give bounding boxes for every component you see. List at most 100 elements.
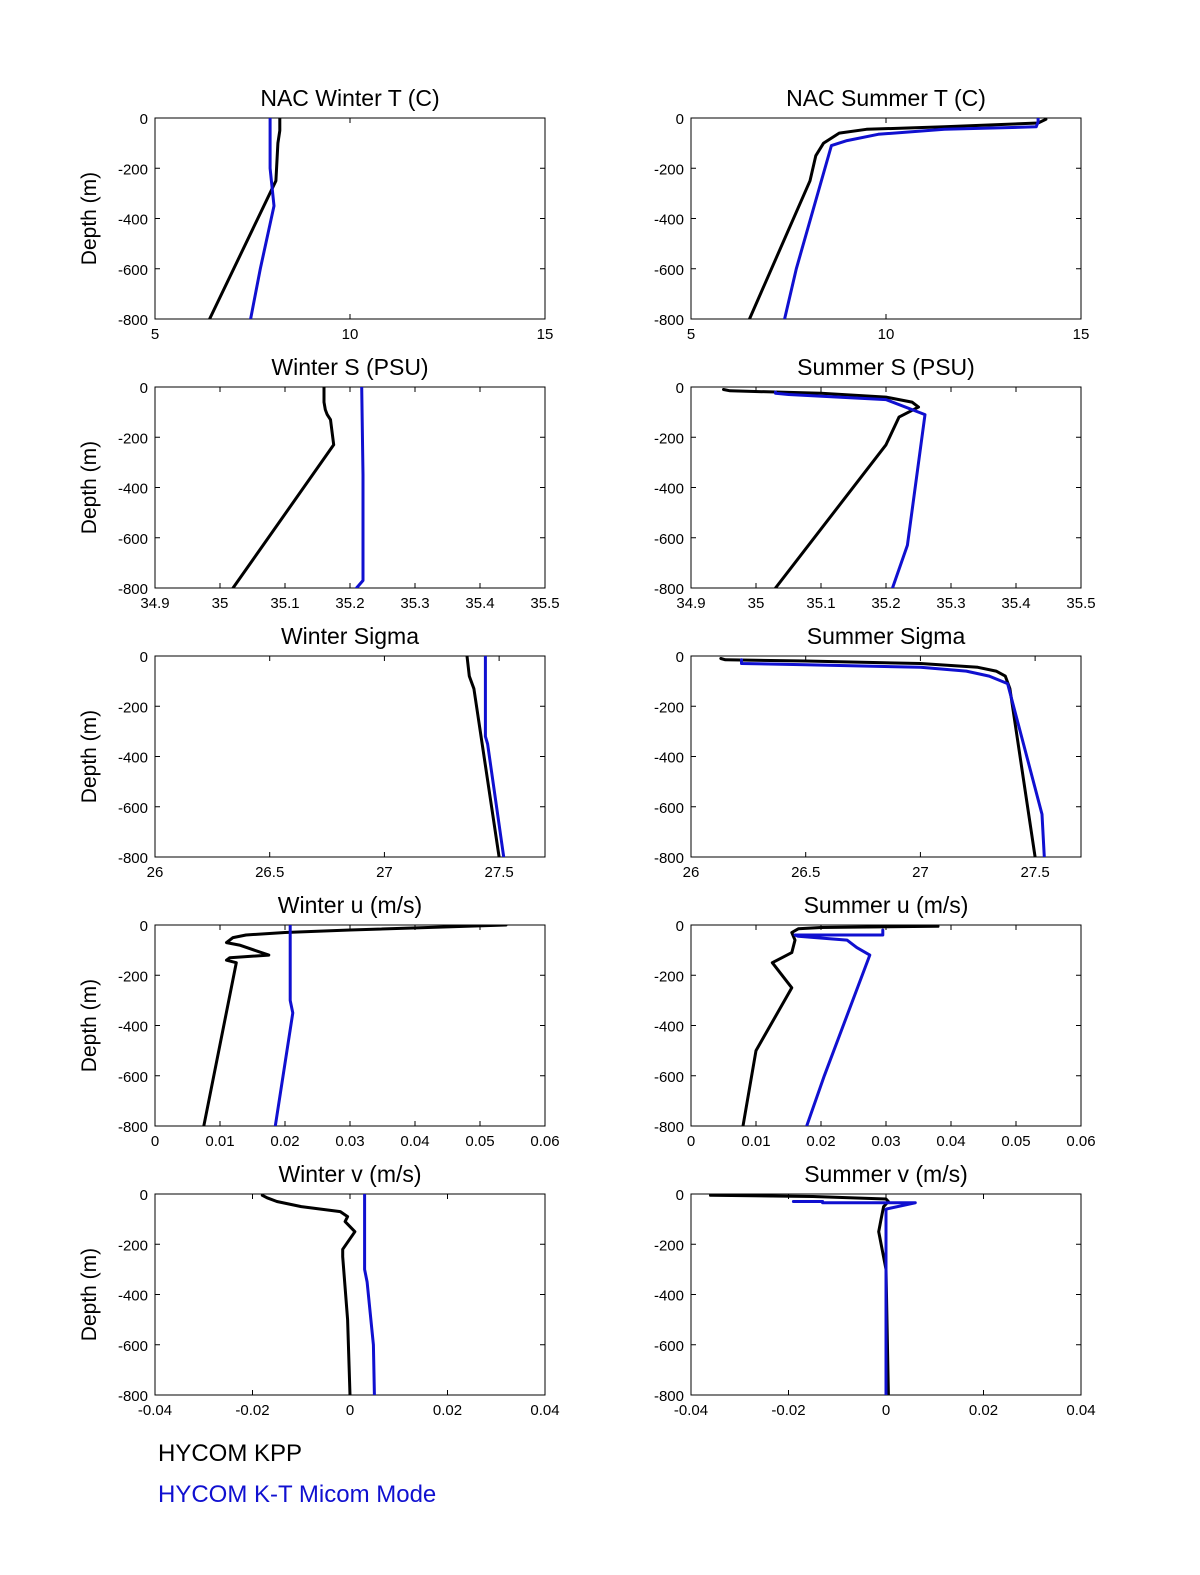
x-tick-label: 10 — [878, 326, 895, 343]
y-tick-label: -400 — [118, 1019, 148, 1036]
y-tick-label: -200 — [654, 699, 684, 716]
subplot-title: NAC Summer T (C) — [786, 85, 986, 111]
y-tick-label: -200 — [118, 699, 148, 716]
x-tick-label: 0.05 — [1001, 1133, 1030, 1150]
y-tick-label: 0 — [676, 649, 684, 666]
y-tick-label: 0 — [140, 918, 148, 935]
y-tick-label: -400 — [654, 1019, 684, 1036]
subplot-6: Summer Sigma 26 26.5 27 27.5 0 -200 -400 -600 -80… — [654, 623, 1082, 881]
x-tick-label: 26.5 — [255, 864, 284, 881]
x-tick-label: 10 — [342, 326, 359, 343]
y-tick-label: -200 — [654, 968, 684, 985]
plot-frame — [690, 117, 1082, 320]
x-tick-label: 35.4 — [1001, 595, 1030, 612]
x-tick-label: 0.04 — [936, 1133, 965, 1150]
x-tick-label: 5 — [687, 326, 695, 343]
x-tick-label: 0.03 — [335, 1133, 364, 1150]
x-tick-label: 35.2 — [335, 595, 364, 612]
x-tick-label: 35.2 — [871, 595, 900, 612]
x-tick-label: 27.5 — [1021, 864, 1050, 881]
subplot-1: NAC Winter T (C) 5 10 15 0 -200 -400 -600 -800 De… — [78, 85, 553, 343]
subplot-3: Winter S (PSU) 34.9 35 35.1 35.2 35.3 35.4 35.5… — [78, 354, 560, 612]
x-tick-label: 35.5 — [1066, 595, 1095, 612]
series-hycom-kpp — [741, 925, 940, 1126]
y-tick-label: -800 — [118, 581, 148, 598]
y-tick-label: -600 — [118, 1338, 148, 1355]
y-axis-label: Depth (m) — [78, 172, 101, 265]
y-tick-label: -200 — [654, 161, 684, 178]
series-hycom-kpp — [722, 388, 920, 588]
legend-hycom-kpp: HYCOM KPP — [158, 1440, 303, 1467]
x-tick-label: 0 — [687, 1133, 695, 1150]
x-tick-label: 35.1 — [806, 595, 835, 612]
subplot-7: Winter u (m/s) 0 0.01 0.02 0.03 0.04 0.05 0.06 0… — [78, 892, 560, 1150]
x-tick-label: -0.02 — [771, 1402, 805, 1419]
y-tick-label: 0 — [676, 111, 684, 128]
y-tick-label: -600 — [654, 531, 684, 548]
y-tick-label: 0 — [676, 918, 684, 935]
x-tick-label: -0.02 — [235, 1402, 269, 1419]
plot-frame — [690, 386, 1082, 589]
series-hycom-kt-micom — [355, 387, 365, 588]
x-tick-label: 35.3 — [936, 595, 965, 612]
plot-frame — [154, 386, 546, 589]
y-tick-label: -200 — [118, 968, 148, 985]
y-tick-label: -600 — [118, 531, 148, 548]
x-tick-label: 0.01 — [741, 1133, 770, 1150]
series-hycom-kpp — [231, 387, 336, 588]
subplot-title: Winter S (PSU) — [271, 354, 428, 380]
series-hycom-kpp — [748, 118, 1048, 319]
x-tick-label: 15 — [537, 326, 554, 343]
x-tick-label: 0 — [882, 1402, 890, 1419]
x-tick-label: 0.06 — [530, 1133, 559, 1150]
subplot-8: Summer u (m/s) 0 0.01 0.02 0.03 0.04 0.05 0.06 0… — [654, 892, 1096, 1150]
subplot-2: NAC Summer T (C) 5 10 15 0 -200 -400 -600 -800 — [654, 85, 1089, 343]
subplot-title: Summer S (PSU) — [797, 354, 975, 380]
subplot-9: Winter v (m/s) -0.04 -0.02 0 0.02 0.04 0 -200 -4… — [78, 1161, 560, 1419]
x-tick-label: 5 — [151, 326, 159, 343]
x-tick-label: 35 — [212, 595, 229, 612]
series-hycom-kpp — [208, 118, 282, 319]
x-tick-label: 0.02 — [806, 1133, 835, 1150]
x-tick-label: 0 — [346, 1402, 354, 1419]
x-tick-label: -0.04 — [674, 1402, 708, 1419]
y-tick-label: -200 — [118, 161, 148, 178]
y-tick-label: -600 — [654, 1069, 684, 1086]
x-tick-label: 0.04 — [400, 1133, 429, 1150]
series-hycom-kt-micom — [483, 656, 506, 857]
y-tick-label: -400 — [654, 750, 684, 767]
x-tick-label: 0.04 — [530, 1402, 559, 1419]
series-hycom-kt-micom — [783, 118, 1040, 319]
series-hycom-kpp — [465, 656, 501, 857]
series-hycom-kpp — [709, 1194, 890, 1395]
subplot-5: Winter Sigma 26 26.5 27 27.5 0 -200 -400 -600 -80… — [78, 623, 546, 881]
y-tick-label: -600 — [118, 1069, 148, 1086]
y-tick-label: 0 — [140, 380, 148, 397]
subplot-4: Summer S (PSU) 34.9 35 35.1 35.2 35.3 35.4 35.5… — [654, 354, 1096, 612]
y-tick-label: -400 — [654, 481, 684, 498]
subplot-title: Summer Sigma — [807, 623, 966, 649]
y-tick-label: -400 — [118, 750, 148, 767]
y-tick-label: 0 — [140, 649, 148, 666]
subplot-title: Winter u (m/s) — [278, 892, 422, 918]
y-tick-label: -800 — [654, 581, 684, 598]
y-tick-label: 0 — [676, 1187, 684, 1204]
y-axis-label: Depth (m) — [78, 441, 101, 534]
y-tick-label: -600 — [118, 262, 148, 279]
plot-frame — [154, 117, 546, 320]
y-tick-label: -200 — [654, 1237, 684, 1254]
subplot-title: Winter Sigma — [281, 623, 419, 649]
series-hycom-kt-micom — [793, 928, 885, 1126]
x-tick-label: -0.04 — [138, 1402, 172, 1419]
x-tick-label: 0.02 — [969, 1402, 998, 1419]
y-tick-label: -800 — [118, 1119, 148, 1136]
x-tick-label: 35.1 — [270, 595, 299, 612]
y-tick-label: 0 — [140, 111, 148, 128]
x-tick-label: 0.02 — [433, 1402, 462, 1419]
series-hycom-kt-micom — [791, 1200, 917, 1395]
series-hycom-kt-micom — [249, 118, 276, 319]
y-tick-label: -600 — [654, 800, 684, 817]
y-tick-label: -200 — [118, 1237, 148, 1254]
subplot-title: NAC Winter T (C) — [260, 85, 439, 111]
